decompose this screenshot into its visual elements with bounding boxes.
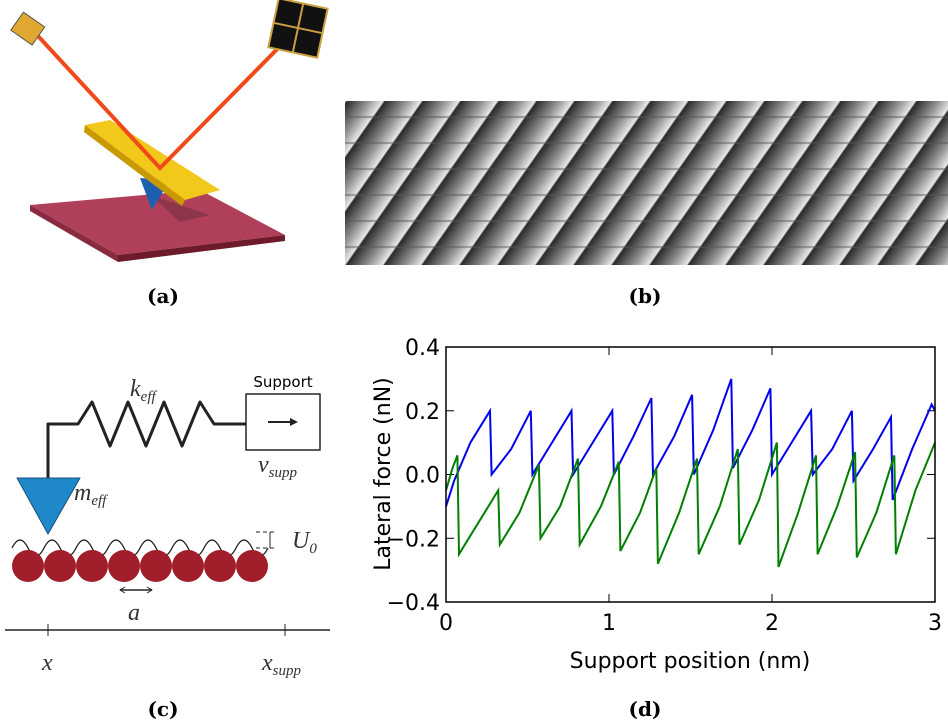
afm-image (345, 101, 948, 265)
mass-label: meff (74, 480, 108, 509)
velocity-label: vsupp (258, 452, 297, 481)
data-line (446, 379, 935, 507)
figure: (a) (b) keff Support vsupp meff U0 a x x (0, 0, 948, 728)
symbol: k (130, 376, 141, 402)
y-tick-label: −0.4 (387, 591, 440, 616)
x-label: x (41, 650, 53, 676)
y-tick-label: −0.2 (387, 527, 440, 552)
caption: (d) (629, 697, 662, 721)
caption: (c) (147, 697, 178, 721)
panel-c: keff Support vsupp meff U0 a x xsupp (c) (5, 373, 330, 721)
y-tick-label: 0.0 (405, 464, 440, 489)
y-tick-label: 0.2 (405, 400, 440, 425)
symbol: m (74, 480, 91, 506)
caption: (a) (147, 284, 179, 308)
x-tick-label: 2 (765, 611, 779, 636)
symbol: v (258, 452, 269, 478)
lattice-label: a (128, 600, 140, 626)
x-tick-label: 1 (602, 611, 616, 636)
subscript: supp (273, 663, 302, 679)
x-axis-label: Support position (nm) (570, 649, 811, 674)
panel-d: Support position (nm) Lateral force (nN)… (371, 336, 942, 721)
x-tick-label: 3 (928, 611, 942, 636)
subscript: eff (141, 389, 158, 405)
subscript: 0 (309, 541, 317, 557)
symbol: U (292, 528, 311, 554)
subscript: supp (269, 465, 298, 481)
caption: (b) (629, 284, 662, 308)
potential-label: U0 (292, 528, 317, 557)
support-label: Support (253, 373, 312, 391)
x-support-label: xsupp (261, 650, 301, 679)
data-line (446, 443, 935, 567)
panel-a: (a) (11, 0, 328, 308)
plot-frame (446, 347, 935, 602)
spring-label: keff (130, 376, 157, 405)
y-tick-label: 0.4 (405, 336, 440, 361)
symbol: x (261, 650, 273, 676)
panel-b: (b) (345, 101, 948, 308)
subscript: eff (91, 493, 108, 509)
x-tick-label: 0 (439, 611, 453, 636)
